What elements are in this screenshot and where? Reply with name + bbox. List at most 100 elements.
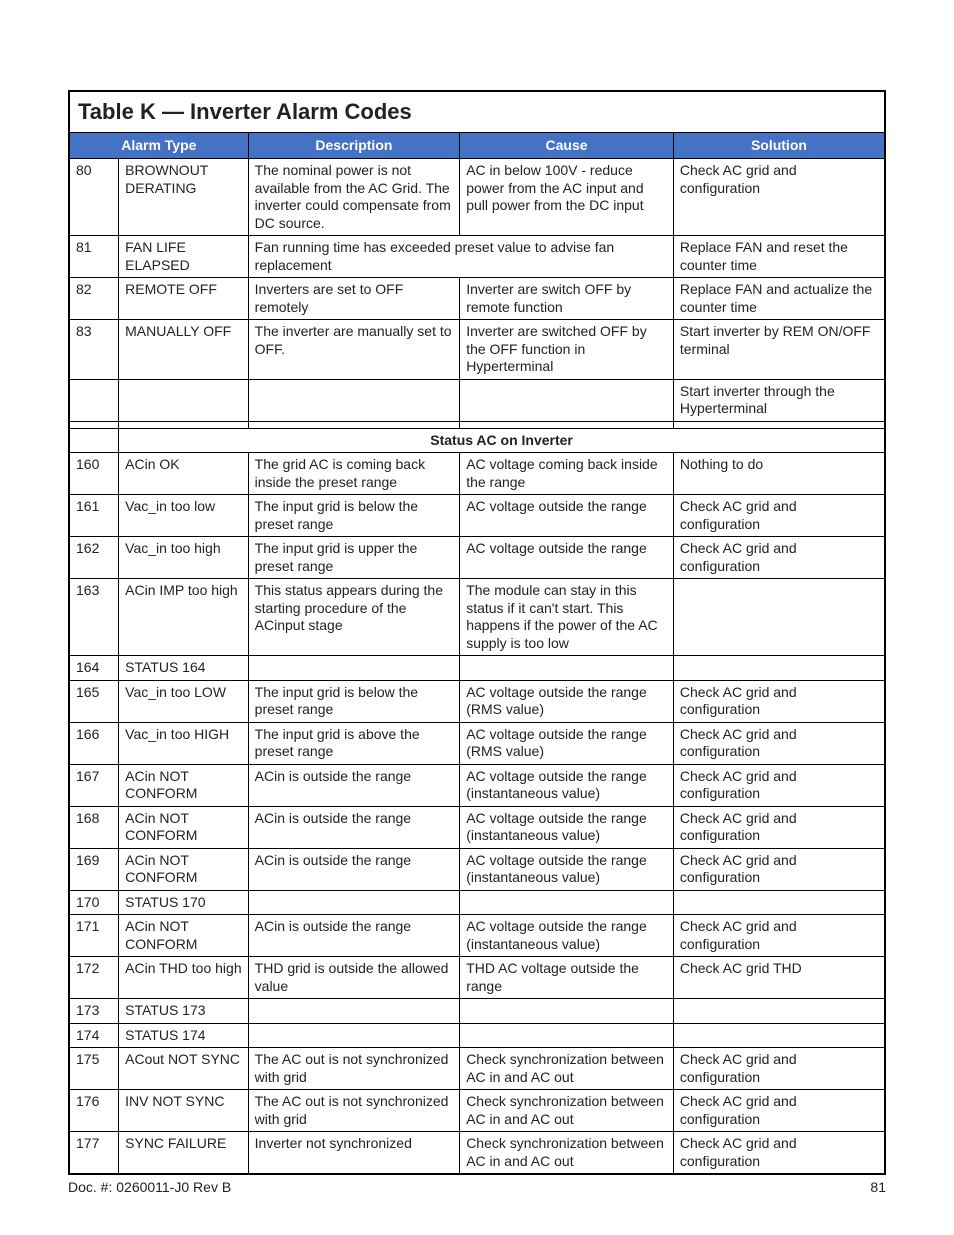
cell-code: 161 [69, 495, 119, 537]
cell-solution: Check AC grid and configuration [673, 1048, 885, 1090]
cell-cause: AC voltage outside the range (RMS value) [460, 722, 674, 764]
cell-alarm-type: ACin THD too high [119, 957, 249, 999]
table-row: 174STATUS 174 [69, 1023, 885, 1048]
cell-solution [673, 1023, 885, 1048]
cell-description: The nominal power is not available from … [248, 159, 460, 236]
cell-cause: Inverter are switched OFF by the OFF fun… [460, 320, 674, 380]
cell-solution: Check AC grid and configuration [673, 537, 885, 579]
table-row: 164STATUS 164 [69, 656, 885, 681]
cell-solution: Start inverter through the Hyperterminal [673, 379, 885, 421]
cell-description: The input grid is below the preset range [248, 495, 460, 537]
table-row: 170STATUS 170 [69, 890, 885, 915]
page-number: 81 [870, 1179, 886, 1195]
col-alarm-type: Alarm Type [69, 132, 248, 159]
cell-description: The input grid is above the preset range [248, 722, 460, 764]
cell-cause: THD AC voltage outside the range [460, 957, 674, 999]
cell-alarm-type: ACin IMP too high [119, 579, 249, 656]
cell-alarm-type: REMOTE OFF [119, 278, 249, 320]
table-row: 163ACin IMP too highThis status appears … [69, 579, 885, 656]
cell-alarm-type: STATUS 170 [119, 890, 249, 915]
cell-description: THD grid is outside the allowed value [248, 957, 460, 999]
cell-code: 169 [69, 848, 119, 890]
cell-code [69, 421, 119, 428]
cell-description: ACin is outside the range [248, 764, 460, 806]
cell-alarm-type: Vac_in too HIGH [119, 722, 249, 764]
page: Table K — Inverter Alarm Codes Alarm Typ… [0, 0, 954, 1235]
cell-cause: Inverter are switch OFF by remote functi… [460, 278, 674, 320]
cell-alarm-type: SYNC FAILURE [119, 1132, 249, 1175]
cell-solution: Check AC grid and configuration [673, 915, 885, 957]
table-row: 166Vac_in too HIGHThe input grid is abov… [69, 722, 885, 764]
table-row: 177SYNC FAILUREInverter not synchronized… [69, 1132, 885, 1175]
cell-cause: Check synchronization between AC in and … [460, 1090, 674, 1132]
cell-code: 164 [69, 656, 119, 681]
cell-cause: The module can stay in this status if it… [460, 579, 674, 656]
col-solution: Solution [673, 132, 885, 159]
table-row: 167ACin NOT CONFORMACin is outside the r… [69, 764, 885, 806]
cell-code: 170 [69, 890, 119, 915]
cell-description: The input grid is upper the preset range [248, 537, 460, 579]
page-footer: Doc. #: 0260011-J0 Rev B 81 [68, 1179, 886, 1195]
cell-description: The grid AC is coming back inside the pr… [248, 453, 460, 495]
cell-code: 82 [69, 278, 119, 320]
cell-solution: Check AC grid and configuration [673, 848, 885, 890]
cell-code: 168 [69, 806, 119, 848]
cell-alarm-type: ACin OK [119, 453, 249, 495]
cell-description: Inverter not synchronized [248, 1132, 460, 1175]
cell-code: 81 [69, 236, 119, 278]
cell-description [248, 890, 460, 915]
rows-top: 80BROWNOUT DERATINGThe nominal power is … [69, 159, 885, 429]
cell-solution: Check AC grid and configuration [673, 1090, 885, 1132]
cell-alarm-type [119, 379, 249, 421]
cell-code: 160 [69, 453, 119, 495]
cell-description: The inverter are manually set to OFF. [248, 320, 460, 380]
table-row [69, 421, 885, 428]
cell-cause: Check synchronization between AC in and … [460, 1048, 674, 1090]
table-header-row: Alarm Type Description Cause Solution [69, 132, 885, 159]
cell-code: 165 [69, 680, 119, 722]
cell-cause [460, 421, 674, 428]
section-header: Status AC on Inverter [119, 428, 885, 453]
cell-solution [673, 421, 885, 428]
table-row: 83MANUALLY OFFThe inverter are manually … [69, 320, 885, 380]
table-row: 171ACin NOT CONFORMACin is outside the r… [69, 915, 885, 957]
cell-solution [673, 999, 885, 1024]
cell-code: 162 [69, 537, 119, 579]
cell-description [248, 999, 460, 1024]
section-header-row: Status AC on Inverter [69, 428, 885, 453]
cell-code: 174 [69, 1023, 119, 1048]
table-row: 81FAN LIFE ELAPSEDFan running time has e… [69, 236, 885, 278]
cell-solution: Check AC grid and configuration [673, 722, 885, 764]
cell-alarm-type: ACin NOT CONFORM [119, 764, 249, 806]
cell-code: 163 [69, 579, 119, 656]
cell-solution: Replace FAN and reset the counter time [673, 236, 885, 278]
cell-solution: Check AC grid and configuration [673, 159, 885, 236]
cell-cause: AC voltage outside the range (RMS value) [460, 680, 674, 722]
cell-cause: AC in below 100V - reduce power from the… [460, 159, 674, 236]
cell-alarm-type: BROWNOUT DERATING [119, 159, 249, 236]
cell-description [248, 1023, 460, 1048]
cell-solution: Check AC grid and configuration [673, 680, 885, 722]
cell-description: The AC out is not synchronized with grid [248, 1048, 460, 1090]
cell-solution: Replace FAN and actualize the counter ti… [673, 278, 885, 320]
cell-code: 166 [69, 722, 119, 764]
table-row: 80BROWNOUT DERATINGThe nominal power is … [69, 159, 885, 236]
cell-alarm-type: STATUS 173 [119, 999, 249, 1024]
cell-description-cause: Fan running time has exceeded preset val… [248, 236, 673, 278]
cell-alarm-type: ACin NOT CONFORM [119, 806, 249, 848]
cell-alarm-type: MANUALLY OFF [119, 320, 249, 380]
table-row: 172ACin THD too highTHD grid is outside … [69, 957, 885, 999]
cell-alarm-type: Vac_in too high [119, 537, 249, 579]
cell-alarm-type: ACin NOT CONFORM [119, 915, 249, 957]
table-row: 176INV NOT SYNCThe AC out is not synchro… [69, 1090, 885, 1132]
cell-solution [673, 656, 885, 681]
cell-code: 176 [69, 1090, 119, 1132]
cell-code: 175 [69, 1048, 119, 1090]
cell-description [248, 379, 460, 421]
cell-description: ACin is outside the range [248, 806, 460, 848]
cell-alarm-type: ACout NOT SYNC [119, 1048, 249, 1090]
cell-solution: Start inverter by REM ON/OFF terminal [673, 320, 885, 380]
cell-cause: AC voltage outside the range (instantane… [460, 848, 674, 890]
cell-code: 171 [69, 915, 119, 957]
col-cause: Cause [460, 132, 674, 159]
